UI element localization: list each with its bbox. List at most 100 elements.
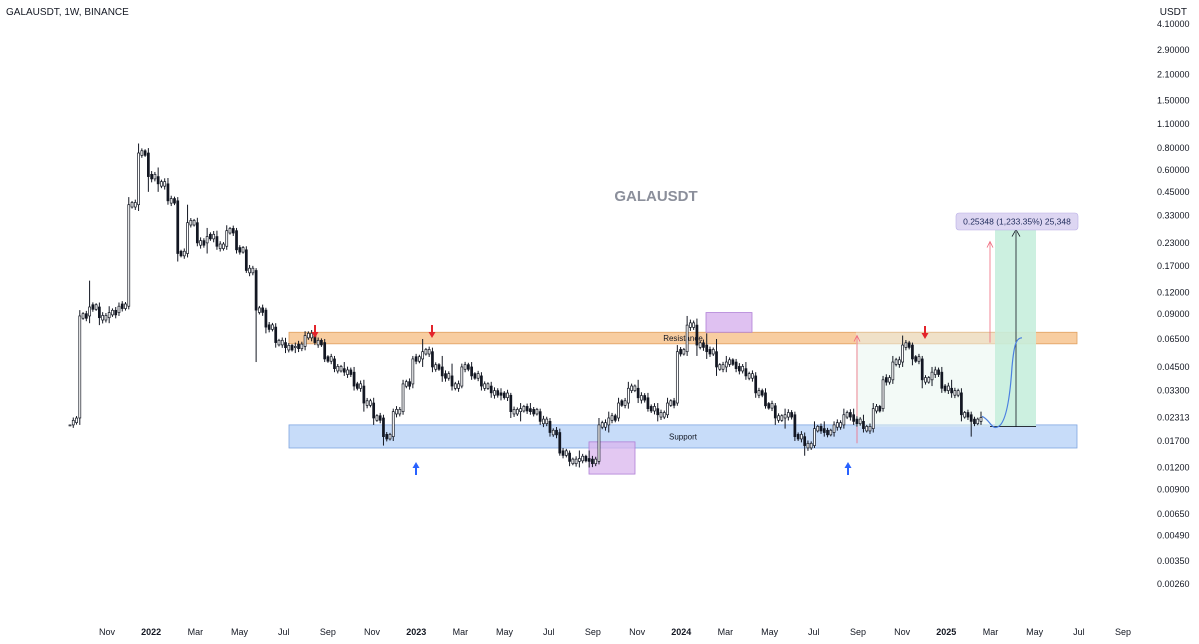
candle-body [571,458,575,465]
candle-body [137,152,140,206]
candle-body [875,406,878,412]
time-tick-label: May [496,627,514,637]
candle-body [218,243,222,249]
candle-body [597,424,601,462]
candle-body [613,415,617,421]
candle-body [98,306,101,319]
candle-body [153,173,157,180]
candle-body [349,369,353,375]
time-axis[interactable]: Nov 2022 Mar May Jul Sep Nov 2023 Mar May Jul Sep No… [99,627,1131,637]
price-tick-label: 2.90000 [1157,45,1190,55]
candle-body [117,305,121,313]
resistance-arrow-3-head [921,333,929,339]
candle-body [813,428,816,446]
candle-body [901,344,904,363]
candle-body [862,421,865,429]
candle-body [865,426,869,432]
candle-body [793,414,797,437]
resistance-label: Resistance [663,334,703,343]
candle-body [718,364,722,370]
candle-body [626,387,630,404]
candle-body [578,458,581,462]
candle-body [71,419,75,426]
candle-body [666,402,669,416]
candle-body [470,366,473,377]
candle-body [120,303,124,309]
time-tick-label: Mar [983,627,999,637]
resistance-arrow-1-head [311,332,319,338]
candle-body [502,392,506,398]
price-tick-label: 0.01700 [1157,436,1190,446]
candle-body [728,359,731,365]
candle-body [355,383,359,389]
candle-body [979,417,983,422]
candle-body [927,377,931,383]
candle-body [610,415,614,421]
candle-body [689,322,692,328]
candle-body [274,326,278,343]
time-tick-label: Nov [894,627,911,637]
candle-body [411,358,415,385]
candle-body [130,202,134,208]
candle-body [248,267,251,274]
candle-body [378,415,382,421]
candle-body [398,409,402,415]
price-tick-label: 0.06500 [1157,334,1190,344]
candle-body [721,364,725,370]
candle-body [973,418,976,425]
candle-body [924,377,927,383]
candle-body [107,312,111,319]
candle-body [594,458,598,465]
candle-body [711,349,715,355]
candle-body [303,335,307,347]
candle-body [453,383,457,389]
candle-body [822,428,826,433]
time-tick-label: 2024 [671,627,691,637]
candle-body [708,349,712,355]
candle-body [316,339,320,346]
candle-body [643,395,647,401]
candle-body [460,366,464,387]
candle-body [806,442,810,449]
candle-body [640,395,643,401]
candle-body [418,356,421,362]
candle-body [542,418,545,425]
price-tick-label: 0.00260 [1157,579,1190,589]
candle-body [826,429,829,436]
time-tick-label: 2025 [936,627,956,637]
candle-body [352,371,356,387]
candle-body [757,390,761,396]
candle-body [182,250,186,257]
candle-body [447,373,451,379]
candle-body [489,385,493,394]
price-axis[interactable]: 4.10000 2.90000 2.10000 1.50000 1.10000 0.800… [1153,19,1193,589]
candle-body [362,385,366,404]
chart-header-title: GALAUSDT, 1W, BINANCE [6,7,129,18]
candle-body [525,406,529,412]
candle-body [306,332,310,339]
candle-body [819,426,823,432]
candle-body [933,369,937,375]
price-tick-label: 1.50000 [1157,95,1190,105]
candle-body [512,409,516,415]
candle-body [751,373,754,379]
support-label: Support [669,432,698,441]
candle-body [382,417,385,437]
candle-body [457,383,460,389]
candle-body [483,383,487,389]
candle-body [715,351,718,368]
price-tick-label: 0.60000 [1157,165,1190,175]
candle-body [630,385,633,391]
support-zone [288,424,1078,449]
candle-body [600,422,604,428]
candle-body [486,383,490,389]
candle-body [803,436,807,446]
candle-body [496,390,500,396]
candle-body [434,364,438,370]
candle-body [202,240,206,246]
candle-body [894,359,898,365]
candle-body [336,366,340,372]
candle-body [777,415,780,421]
candle-body [150,173,153,180]
